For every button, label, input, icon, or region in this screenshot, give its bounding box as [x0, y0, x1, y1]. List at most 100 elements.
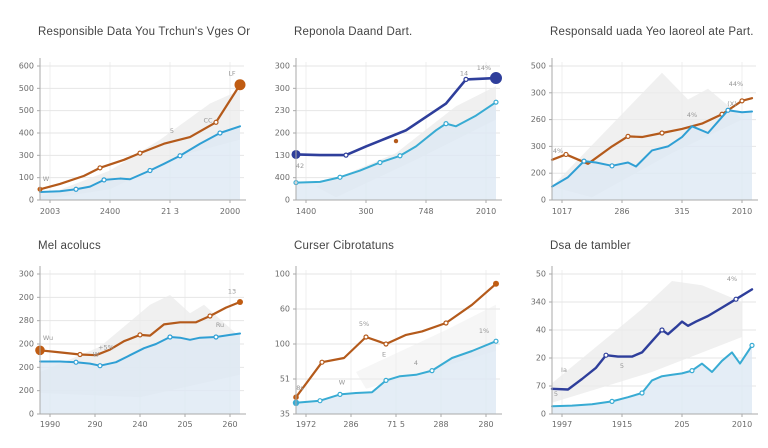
chart-panel-4: Mel acolucs 1990 290 240 205 260 300 200 280 200… [0, 224, 256, 448]
line-chart: 1972 286 71 5 288 280 100 60 100 51 35 5% E 4 1% W 8s [275, 266, 502, 429]
chart-title: Responsald uada Yeo laoreol ate Part. [550, 26, 754, 38]
line-chart: 1400 300 748 2010 300 300 230 200 130 400 0 14% 14 42 [275, 58, 502, 216]
svg-text:4: 4 [414, 359, 418, 367]
svg-text:300: 300 [531, 88, 546, 97]
svg-text:0: 0 [541, 196, 546, 205]
svg-text:280: 280 [19, 316, 34, 325]
svg-text:Ia: Ia [561, 366, 567, 374]
svg-text:W: W [339, 379, 346, 387]
svg-text:1990: 1990 [40, 420, 60, 429]
svg-text:300: 300 [531, 142, 546, 151]
svg-text:0: 0 [29, 410, 34, 419]
svg-text:5: 5 [170, 127, 174, 135]
svg-text:0: 0 [29, 196, 34, 205]
svg-text:71 5: 71 5 [387, 420, 405, 429]
chart-panel-1: Responsible Data You Trchun's Vges Orhoo… [0, 0, 256, 224]
svg-text:21 3: 21 3 [161, 207, 179, 216]
chart-title: Dsa de tambler [550, 240, 631, 252]
line-chart: 1990 290 240 205 260 300 200 280 200 200 200 0 Wu 13 R… [19, 266, 246, 429]
chart-title: Responsible Data You Trchun's Vges Orhoo… [38, 26, 250, 38]
svg-text:400: 400 [19, 129, 34, 138]
svg-text:35: 35 [280, 410, 290, 419]
svg-text:205: 205 [674, 420, 689, 429]
chart-title: Mel acolucs [38, 240, 101, 252]
svg-text:1017: 1017 [552, 207, 572, 216]
svg-text:2400: 2400 [100, 207, 120, 216]
svg-text:100: 100 [275, 270, 290, 279]
svg-text:288: 288 [433, 420, 448, 429]
svg-text:50: 50 [536, 270, 546, 279]
svg-text:W: W [43, 175, 50, 183]
svg-text:5: 5 [554, 390, 558, 398]
svg-text:1400: 1400 [296, 207, 316, 216]
svg-text:8s: 8s [296, 384, 304, 392]
chart-panel-3: Responsald uada Yeo laoreol ate Part. 10… [512, 0, 768, 224]
svg-text:500: 500 [19, 84, 34, 93]
chart-panel-2: Reponola Daand Dart. 1400 300 748 2010 300 30… [256, 0, 512, 224]
svg-text:2003: 2003 [40, 207, 60, 216]
svg-text:300: 300 [19, 151, 34, 160]
svg-text:280: 280 [478, 420, 493, 429]
line-chart: 1997 1915 205 2010 50 340 40 20 70 0 4% Ia 5 5 [531, 266, 758, 429]
svg-text:315: 315 [674, 207, 689, 216]
svg-text:20: 20 [536, 354, 546, 363]
svg-text:260: 260 [531, 115, 546, 124]
svg-text:200: 200 [19, 340, 34, 349]
svg-text:5: 5 [620, 362, 624, 370]
svg-text:100: 100 [275, 340, 290, 349]
svg-text:13: 13 [228, 288, 236, 296]
svg-text:W: W [93, 351, 100, 359]
svg-text:+5%: +5% [98, 344, 114, 352]
svg-text:2000: 2000 [220, 207, 240, 216]
chart-title: Curser Cibrotatuns [294, 240, 395, 252]
svg-text:4%: 4% [727, 275, 737, 283]
svg-text:200: 200 [19, 293, 34, 302]
svg-text:1972: 1972 [296, 420, 316, 429]
svg-text:44%: 44% [729, 80, 743, 88]
svg-text:5%: 5% [359, 320, 369, 328]
svg-text:Wu: Wu [43, 334, 53, 342]
svg-text:1915: 1915 [612, 420, 632, 429]
svg-text:LF: LF [228, 69, 236, 77]
svg-text:E: E [382, 351, 386, 359]
svg-text:100: 100 [19, 173, 34, 182]
svg-text:14%: 14% [477, 64, 491, 72]
svg-text:40: 40 [536, 326, 546, 335]
svg-text:340: 340 [531, 298, 546, 307]
svg-text:200: 200 [531, 169, 546, 178]
svg-text:500: 500 [531, 62, 546, 71]
svg-text:500: 500 [19, 106, 34, 115]
svg-text:230: 230 [275, 106, 290, 115]
svg-text:205: 205 [177, 420, 192, 429]
chart-panel-6: Dsa de tambler 1997 1915 205 2010 50 340 40 20 7… [512, 224, 768, 448]
svg-text:1%: 1% [479, 327, 489, 335]
line-chart: 1017 286 315 2010 500 300 260 300 200 0 44% (X) 4% 4% [531, 58, 758, 216]
svg-text:200: 200 [275, 129, 290, 138]
svg-text:286: 286 [614, 207, 629, 216]
svg-text:2010: 2010 [732, 207, 752, 216]
svg-text:4%: 4% [687, 111, 697, 119]
svg-text:200: 200 [19, 386, 34, 395]
svg-text:42: 42 [296, 162, 304, 170]
svg-text:748: 748 [418, 207, 433, 216]
svg-text:240: 240 [132, 420, 147, 429]
svg-text:51: 51 [280, 375, 290, 384]
svg-text:400: 400 [275, 173, 290, 182]
svg-text:60: 60 [280, 305, 290, 314]
svg-text:286: 286 [343, 420, 358, 429]
svg-text:0: 0 [285, 196, 290, 205]
svg-text:300: 300 [19, 270, 34, 279]
svg-text:14: 14 [460, 69, 468, 77]
svg-text:Ru: Ru [216, 321, 224, 329]
svg-text:300: 300 [358, 207, 373, 216]
svg-text:260: 260 [222, 420, 237, 429]
line-chart: 2003 2400 21 3 2000 600 500 500 400 300 100 0 LF CC W… [19, 58, 246, 216]
svg-text:70: 70 [536, 382, 546, 391]
svg-text:(X): (X) [727, 100, 737, 108]
svg-text:1997: 1997 [552, 420, 572, 429]
svg-text:290: 290 [87, 420, 102, 429]
chart-title: Reponola Daand Dart. [294, 26, 413, 38]
svg-text:0: 0 [541, 410, 546, 419]
svg-text:300: 300 [275, 62, 290, 71]
